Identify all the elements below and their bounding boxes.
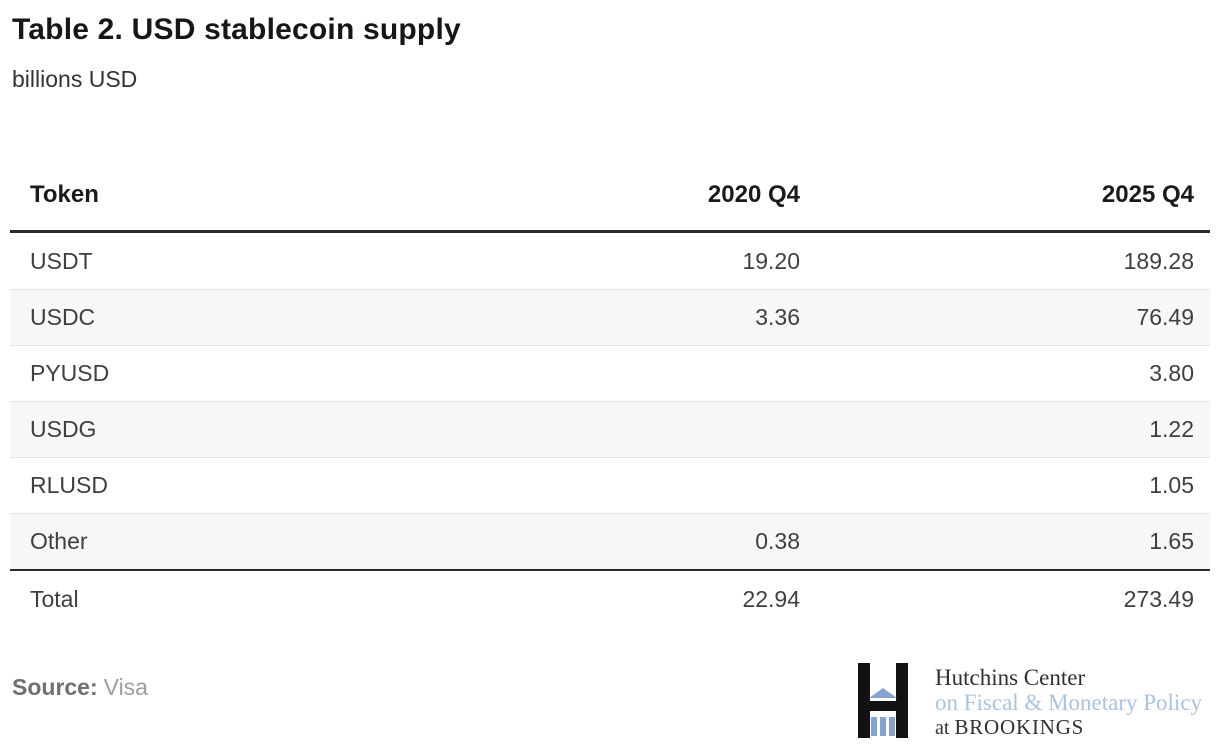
value-2020-cell: 22.94 bbox=[742, 585, 800, 612]
column-header-token: Token bbox=[30, 181, 99, 208]
value-2025-cell: 189.28 bbox=[1123, 247, 1194, 274]
table-row-pyusd: PYUSD 3.80 bbox=[10, 345, 1210, 401]
table-row-total: Total 22.94 273.49 bbox=[10, 569, 1210, 627]
token-cell: RLUSD bbox=[30, 472, 108, 498]
value-2025-cell: 1.22 bbox=[1149, 416, 1194, 442]
logo-line-fiscal-monetary-policy: on Fiscal & Monetary Policy bbox=[935, 690, 1203, 715]
logo-line-at-brookings: at BROOKINGS bbox=[935, 715, 1202, 741]
value-2025-cell: 273.49 bbox=[1123, 585, 1194, 612]
table-header-row: Token 2020 Q4 2025 Q4 bbox=[10, 160, 1210, 233]
figure-title: Table 2. USD stablecoin supply bbox=[12, 13, 461, 46]
token-cell: USDC bbox=[30, 304, 96, 330]
value-2025-cell: 3.80 bbox=[1149, 360, 1194, 386]
logo-column-icon bbox=[871, 717, 877, 736]
table-row-usdt: USDT 19.20 189.28 bbox=[10, 233, 1210, 289]
logo-h-right-bar bbox=[896, 663, 908, 738]
token-cell: USDG bbox=[30, 416, 97, 442]
logo-wordmark: Hutchins Center on Fiscal & Monetary Pol… bbox=[935, 663, 1202, 741]
value-2025-cell: 1.65 bbox=[1149, 528, 1194, 554]
table-row-other: Other 0.38 1.65 bbox=[10, 513, 1210, 569]
source-value: Visa bbox=[103, 674, 148, 700]
logo-at-prefix: at bbox=[935, 717, 950, 739]
logo-pediment-icon bbox=[869, 688, 897, 698]
source-label: Source: bbox=[12, 674, 98, 700]
logo-column-icon bbox=[880, 717, 886, 736]
hutchins-h-logo-icon bbox=[858, 663, 908, 738]
value-2020-cell: 0.38 bbox=[755, 528, 800, 554]
hutchins-brookings-logo: Hutchins Center on Fiscal & Monetary Pol… bbox=[858, 663, 1202, 741]
table-row-rlusd: RLUSD 1.05 bbox=[10, 457, 1210, 513]
token-cell: Total bbox=[30, 585, 79, 612]
figure-subtitle: billions USD bbox=[12, 66, 138, 92]
logo-line-hutchins-center: Hutchins Center bbox=[935, 665, 1086, 690]
token-cell: Other bbox=[30, 528, 88, 554]
column-header-2020-q4: 2020 Q4 bbox=[707, 181, 800, 208]
column-header-2025-q4: 2025 Q4 bbox=[1101, 181, 1194, 208]
table-row-usdc: USDC 3.36 76.49 bbox=[10, 289, 1210, 345]
logo-h-crossbar bbox=[864, 701, 902, 711]
token-cell: USDT bbox=[30, 247, 93, 274]
stablecoin-supply-table: Token 2020 Q4 2025 Q4 USDT 19.20 189.28 … bbox=[10, 160, 1210, 627]
value-2025-cell: 1.05 bbox=[1149, 472, 1194, 498]
source-note: Source: Visa bbox=[12, 672, 148, 702]
token-cell: PYUSD bbox=[30, 360, 110, 386]
logo-h-left-bar bbox=[858, 663, 870, 738]
table-row-usdg: USDG 1.22 bbox=[10, 401, 1210, 457]
logo-brookings-name: BROOKINGS bbox=[954, 715, 1085, 739]
value-2025-cell: 76.49 bbox=[1136, 304, 1194, 330]
value-2020-cell: 19.20 bbox=[742, 247, 800, 274]
value-2020-cell: 3.36 bbox=[755, 304, 800, 330]
logo-column-icon bbox=[889, 717, 895, 736]
